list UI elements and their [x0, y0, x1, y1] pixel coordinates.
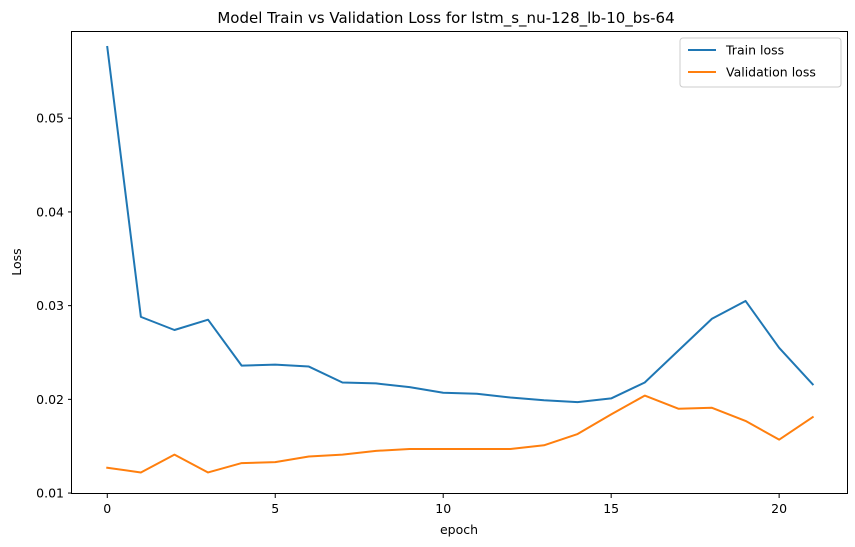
train-loss-line	[106, 45, 815, 404]
y-tick-label: 0.01	[36, 486, 64, 501]
legend-label-train-loss: Train loss	[725, 43, 784, 58]
x-axis-label: epoch	[440, 522, 478, 537]
legend-box	[679, 37, 842, 88]
y-tick-label: 0.03	[36, 298, 64, 313]
validation-loss-line	[106, 394, 815, 474]
legend: Train loss Validation loss	[679, 37, 842, 88]
y-tick-label: 0.02	[36, 392, 64, 407]
legend-label-validation-loss: Validation loss	[726, 65, 816, 80]
y-tick-label: 0.04	[36, 204, 64, 219]
x-tick-label: 5	[271, 501, 279, 516]
x-tick-label: 15	[603, 501, 619, 516]
x-tick-label: 0	[103, 501, 111, 516]
y-tick-label: 0.05	[36, 111, 64, 126]
x-tick-label: 10	[435, 501, 451, 516]
chart-title: Model Train vs Validation Loss for lstm_…	[217, 9, 674, 28]
y-axis-label: Loss	[9, 248, 24, 275]
plot-frame	[71, 31, 848, 494]
x-tick-label: 20	[771, 501, 787, 516]
